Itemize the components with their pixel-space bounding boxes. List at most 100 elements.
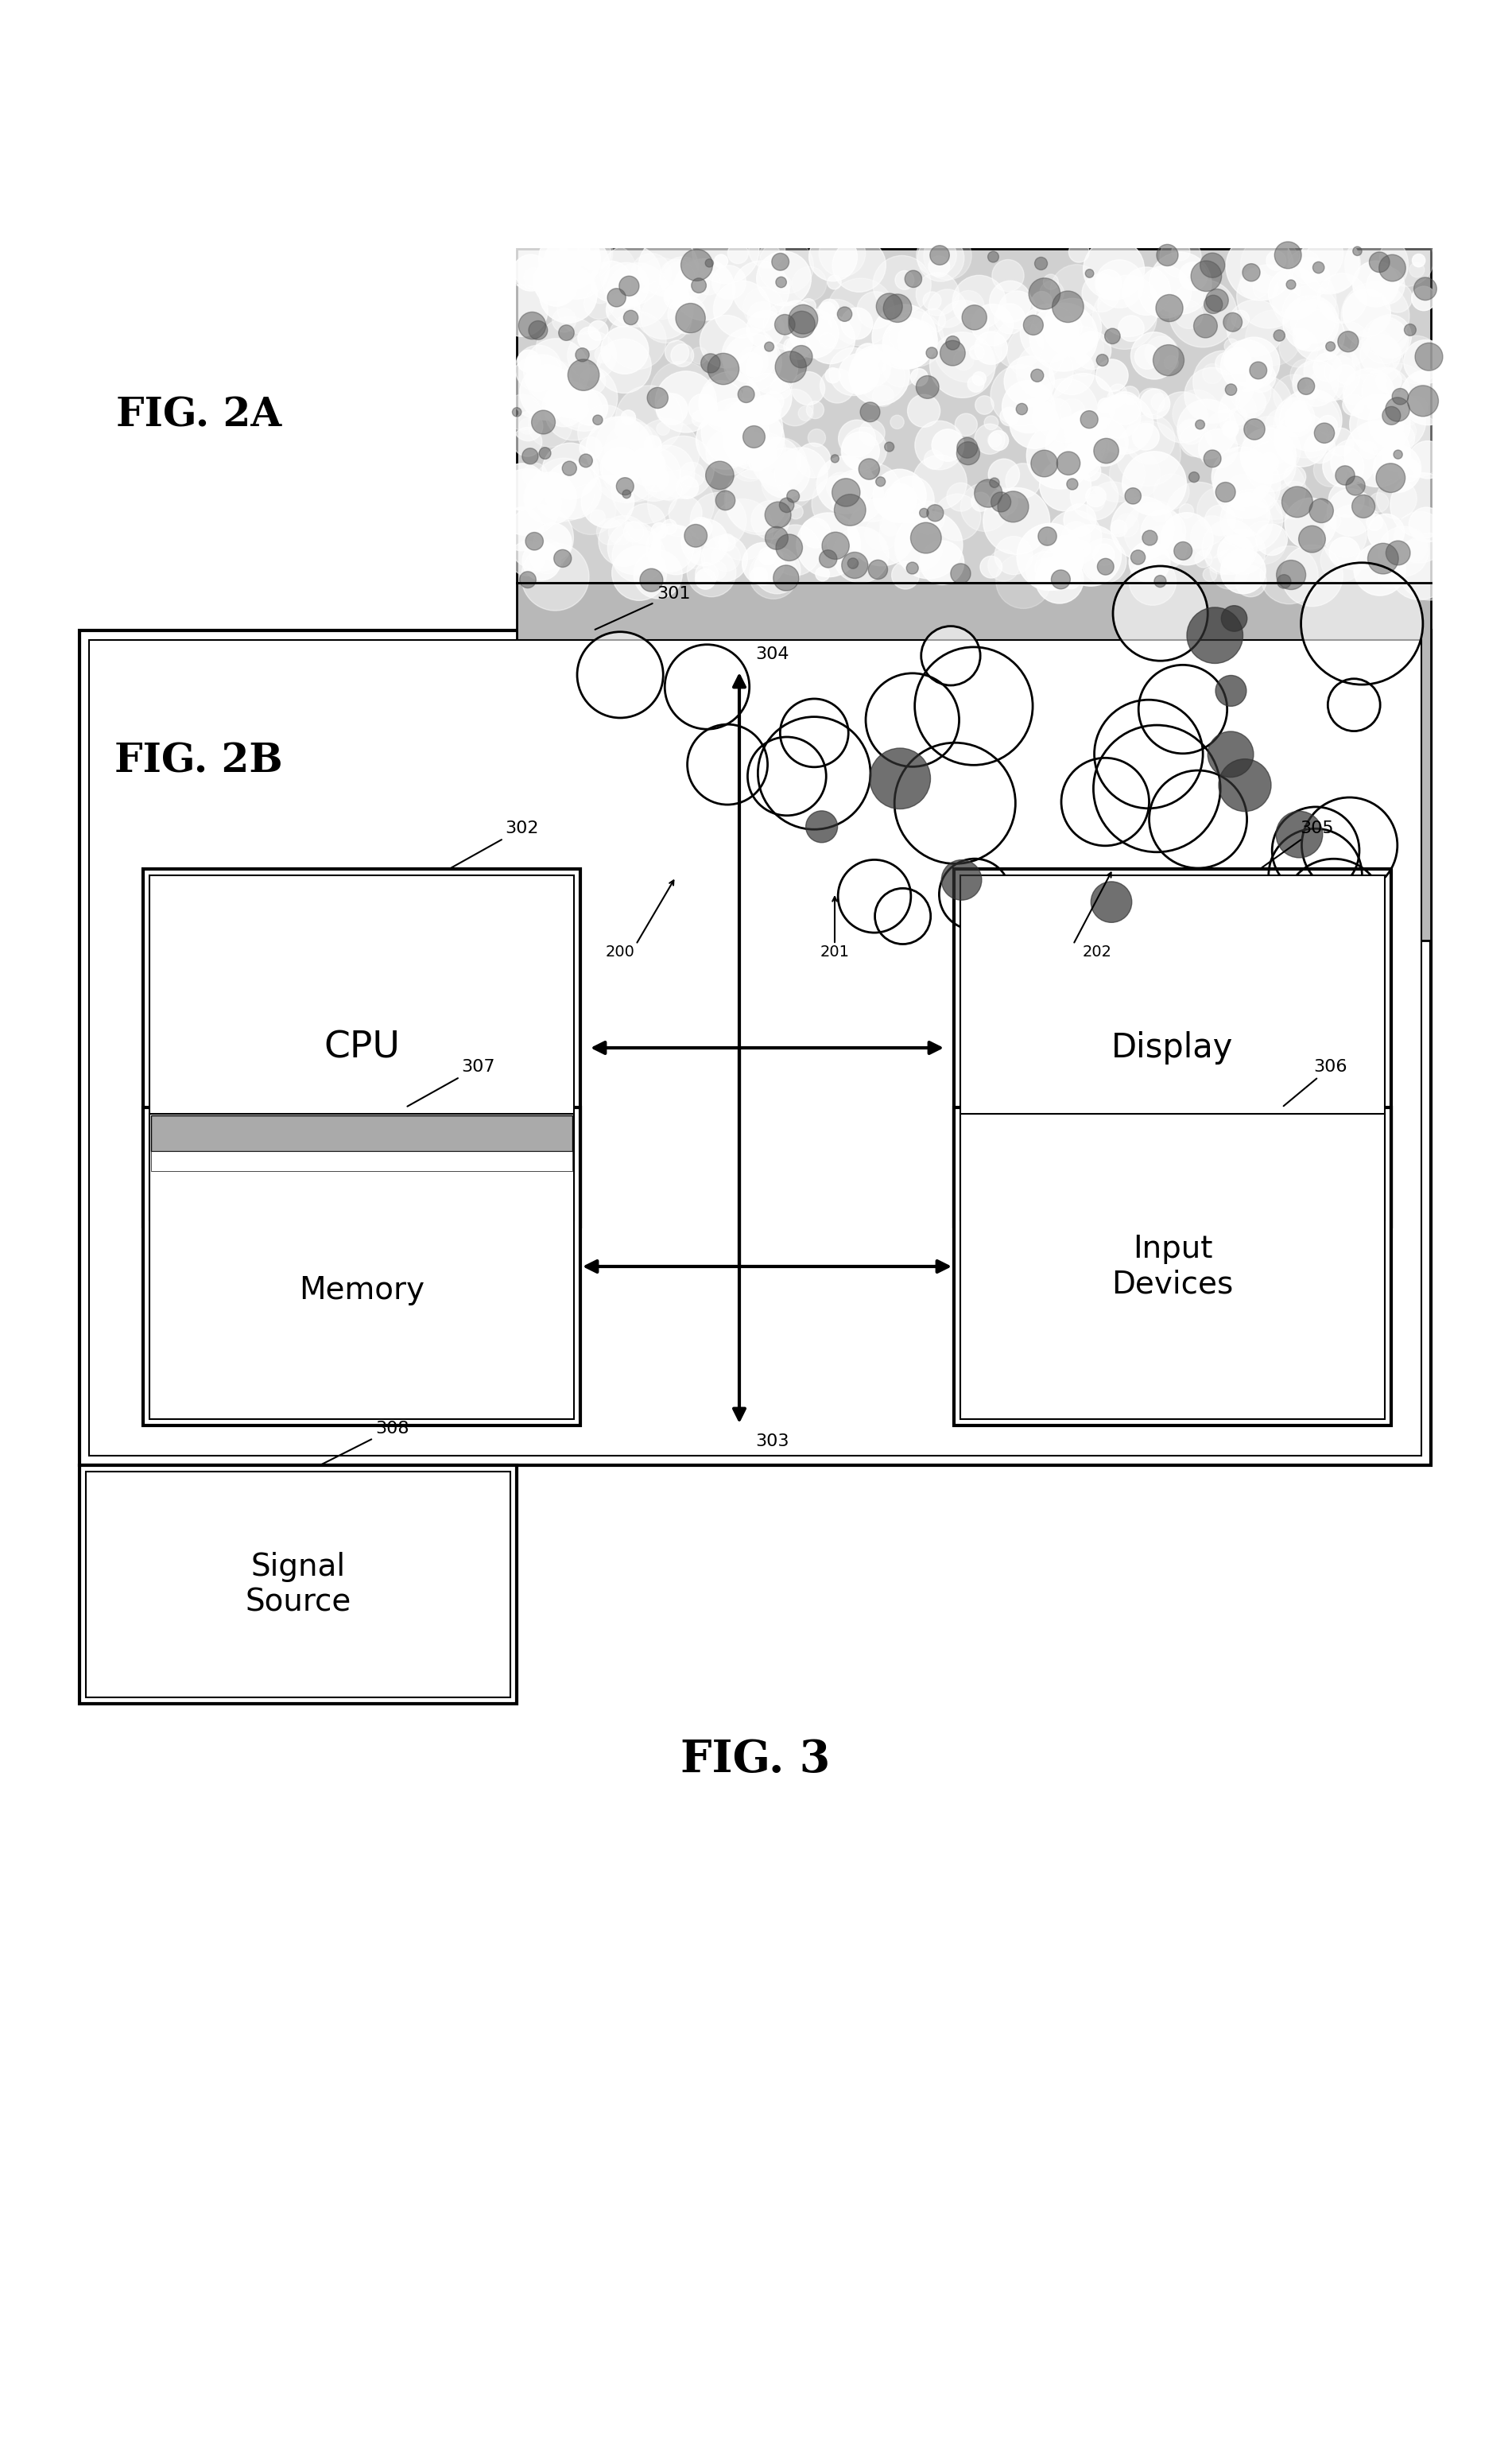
Circle shape (972, 305, 1013, 347)
Circle shape (747, 342, 798, 393)
Circle shape (998, 492, 1028, 521)
FancyBboxPatch shape (954, 1107, 1391, 1426)
Circle shape (1374, 320, 1408, 352)
Circle shape (691, 492, 747, 548)
Circle shape (1217, 536, 1253, 570)
Circle shape (605, 420, 662, 480)
Text: Input
Devices: Input Devices (1111, 1234, 1234, 1298)
Circle shape (587, 275, 614, 302)
Circle shape (1328, 679, 1380, 730)
Circle shape (779, 300, 815, 337)
Circle shape (1397, 460, 1420, 482)
Circle shape (993, 320, 1043, 369)
Circle shape (676, 302, 705, 332)
Circle shape (1060, 524, 1122, 585)
Circle shape (759, 448, 810, 499)
Circle shape (661, 256, 705, 302)
Circle shape (608, 288, 626, 307)
Circle shape (615, 386, 683, 452)
Circle shape (671, 344, 694, 366)
Circle shape (1223, 312, 1243, 332)
FancyBboxPatch shape (150, 1114, 575, 1419)
Circle shape (750, 433, 786, 470)
Circle shape (1350, 393, 1411, 455)
Circle shape (954, 349, 974, 371)
Circle shape (859, 420, 885, 445)
Circle shape (597, 339, 652, 393)
Circle shape (513, 253, 549, 290)
Circle shape (1368, 315, 1411, 359)
FancyBboxPatch shape (80, 1466, 517, 1704)
Circle shape (1323, 445, 1364, 487)
Circle shape (742, 425, 765, 448)
Circle shape (1344, 420, 1411, 487)
Circle shape (1142, 509, 1185, 553)
FancyBboxPatch shape (954, 868, 1391, 1227)
Circle shape (1223, 420, 1238, 438)
Circle shape (797, 514, 860, 578)
Circle shape (700, 371, 761, 433)
Circle shape (869, 748, 930, 809)
Circle shape (523, 339, 590, 403)
Circle shape (848, 497, 916, 566)
Circle shape (562, 462, 576, 475)
Circle shape (638, 236, 699, 298)
Circle shape (655, 371, 717, 433)
Circle shape (1284, 465, 1306, 487)
Circle shape (1279, 389, 1343, 452)
Circle shape (689, 516, 712, 539)
Circle shape (659, 480, 682, 502)
Circle shape (1288, 258, 1331, 298)
Circle shape (552, 307, 576, 332)
Circle shape (1250, 425, 1300, 475)
Circle shape (556, 226, 612, 280)
Circle shape (812, 300, 862, 349)
Circle shape (770, 379, 791, 398)
Circle shape (535, 317, 603, 384)
Circle shape (860, 403, 880, 423)
Circle shape (1016, 403, 1028, 416)
Circle shape (585, 243, 637, 295)
Circle shape (553, 551, 572, 568)
Circle shape (627, 448, 665, 484)
Circle shape (538, 263, 553, 278)
Circle shape (618, 275, 640, 295)
Circle shape (685, 524, 708, 548)
Circle shape (1205, 541, 1238, 575)
Circle shape (1368, 543, 1399, 573)
Circle shape (1164, 357, 1178, 369)
Circle shape (520, 570, 537, 588)
Circle shape (1205, 504, 1235, 536)
Circle shape (1202, 519, 1256, 575)
Bar (151, 1116, 573, 1151)
Circle shape (1276, 561, 1306, 590)
Circle shape (1393, 389, 1408, 406)
Circle shape (647, 470, 714, 536)
Circle shape (839, 354, 880, 393)
Circle shape (544, 462, 602, 519)
Circle shape (832, 480, 860, 507)
Circle shape (578, 327, 600, 349)
Circle shape (1204, 450, 1222, 467)
Circle shape (724, 470, 788, 531)
Circle shape (916, 273, 959, 315)
Bar (517, 583, 1430, 939)
Circle shape (848, 344, 910, 406)
Circle shape (603, 263, 649, 307)
Circle shape (888, 477, 934, 524)
Circle shape (1352, 334, 1403, 384)
Circle shape (1253, 275, 1278, 300)
Circle shape (652, 524, 667, 539)
Circle shape (1116, 420, 1181, 487)
Circle shape (712, 266, 745, 300)
Circle shape (615, 416, 640, 440)
Circle shape (832, 455, 839, 462)
Circle shape (529, 359, 579, 411)
Circle shape (641, 293, 692, 342)
Text: 202: 202 (1083, 944, 1111, 959)
Circle shape (827, 534, 848, 553)
Circle shape (756, 251, 812, 305)
Circle shape (1122, 452, 1187, 516)
Circle shape (956, 413, 977, 435)
Circle shape (857, 293, 894, 330)
